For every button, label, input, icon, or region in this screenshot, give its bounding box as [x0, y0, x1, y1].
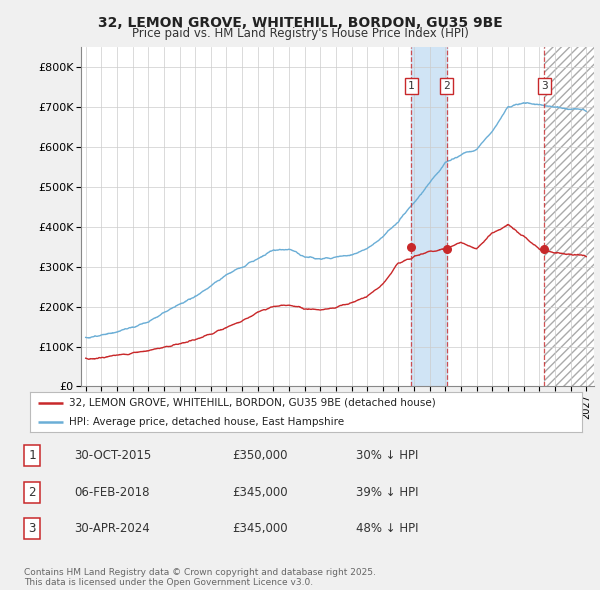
- Text: 2: 2: [28, 486, 36, 499]
- Bar: [544, 47, 594, 386]
- Text: 30-OCT-2015: 30-OCT-2015: [74, 450, 152, 463]
- Point: [407, 242, 416, 251]
- Text: 32, LEMON GROVE, WHITEHILL, BORDON, GU35 9BE (detached house): 32, LEMON GROVE, WHITEHILL, BORDON, GU35…: [68, 398, 436, 408]
- Text: 32, LEMON GROVE, WHITEHILL, BORDON, GU35 9BE: 32, LEMON GROVE, WHITEHILL, BORDON, GU35…: [98, 16, 502, 30]
- Text: 48% ↓ HPI: 48% ↓ HPI: [356, 522, 419, 535]
- Text: £350,000: £350,000: [232, 450, 288, 463]
- Text: 1: 1: [28, 450, 36, 463]
- Bar: [544, 47, 594, 386]
- Text: 2: 2: [443, 81, 450, 91]
- Text: 3: 3: [541, 81, 548, 91]
- Text: 3: 3: [28, 522, 36, 535]
- Text: 1: 1: [408, 81, 415, 91]
- Text: 30-APR-2024: 30-APR-2024: [74, 522, 150, 535]
- Text: £345,000: £345,000: [232, 486, 288, 499]
- Text: £345,000: £345,000: [232, 522, 288, 535]
- Text: Price paid vs. HM Land Registry's House Price Index (HPI): Price paid vs. HM Land Registry's House …: [131, 27, 469, 40]
- Text: 39% ↓ HPI: 39% ↓ HPI: [356, 486, 419, 499]
- Point: [539, 244, 549, 254]
- Text: 30% ↓ HPI: 30% ↓ HPI: [356, 450, 419, 463]
- Point: [442, 244, 452, 254]
- Text: Contains HM Land Registry data © Crown copyright and database right 2025.
This d: Contains HM Land Registry data © Crown c…: [24, 568, 376, 587]
- Bar: [412, 47, 447, 386]
- Text: HPI: Average price, detached house, East Hampshire: HPI: Average price, detached house, East…: [68, 417, 344, 427]
- Text: 06-FEB-2018: 06-FEB-2018: [74, 486, 150, 499]
